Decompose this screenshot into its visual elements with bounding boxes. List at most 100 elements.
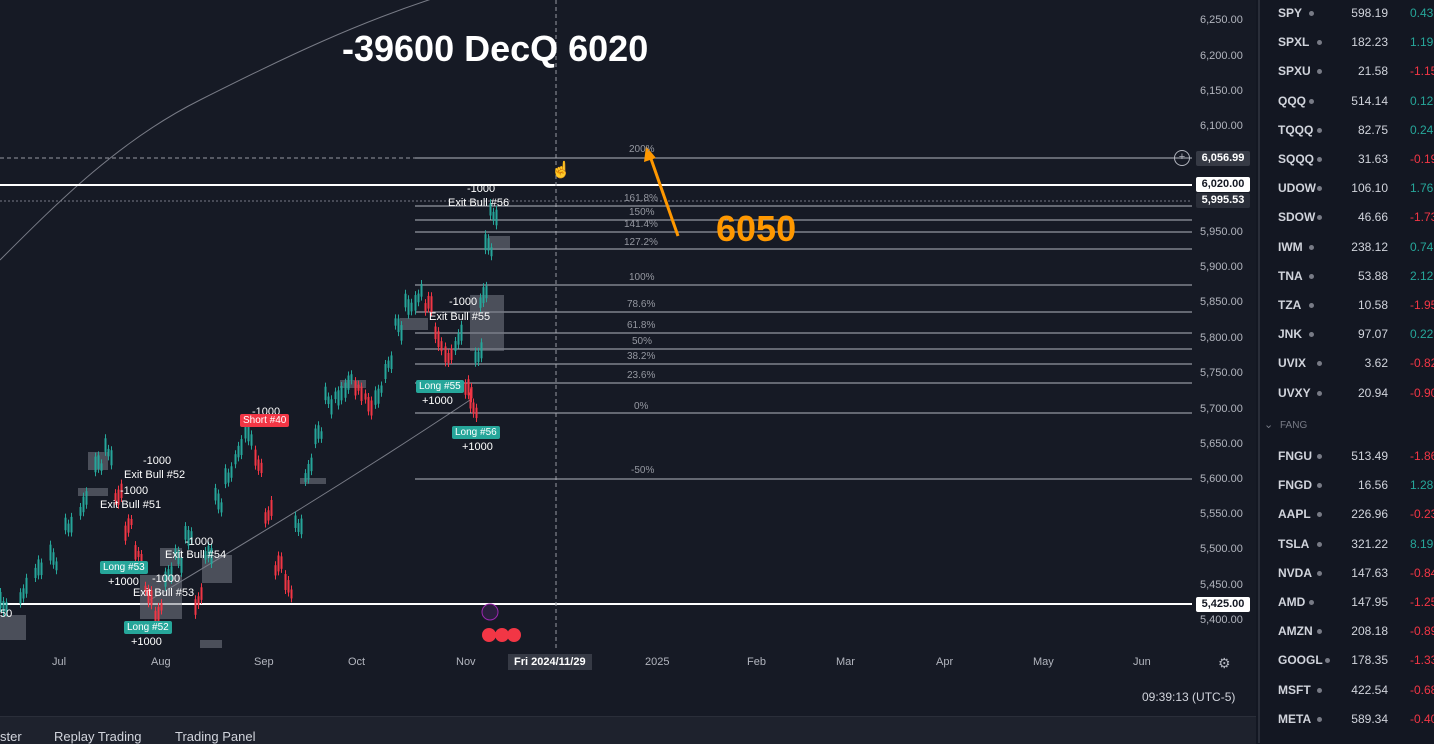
price-chart-canvas[interactable] [0,0,1256,716]
candle-body [34,567,37,579]
candle-body [234,454,237,465]
watchlist-row[interactable]: FNGD 16.56 1.28 [1260,472,1434,501]
event-icon [481,603,499,621]
candle-body [190,531,193,540]
watchlist-row[interactable]: TNA 53.88 2.12 [1260,263,1434,292]
watchlist-symbol: META [1278,711,1312,726]
watchlist-row[interactable]: AMD 147.95 -1.25 [1260,589,1434,618]
watchlist-symbol: JNK [1278,327,1303,342]
status-dot-icon [1316,69,1322,75]
candle-body [207,545,210,559]
watchlist-price: 97.07 [1357,327,1388,342]
watchlist-change: -0.23 [1410,507,1434,522]
trade-qty-label: -1000 [152,573,181,585]
watchlist-section-label[interactable]: FANG [1280,420,1308,431]
watchlist-symbol: UVXY [1278,385,1311,400]
status-dot-icon [1316,541,1322,547]
candle-body [124,525,127,541]
watchlist-row[interactable]: TSLA 321.22 8.19 [1260,531,1434,560]
watchlist-change: 0.74 [1410,239,1434,254]
candle-body [180,557,183,573]
chevron-down-icon[interactable]: ⌄ [1264,419,1274,431]
trade-qty-label: -1000 [185,536,214,548]
watchlist-row[interactable]: TZA 10.58 -1.95 [1260,292,1434,321]
candle-body [277,555,280,572]
y-axis-label: 5,700.00 [1200,403,1243,415]
candle-body [82,496,85,513]
status-dot-icon [1308,303,1314,308]
candle-body [477,351,480,363]
candle-body [104,438,107,452]
tab-trading-panel[interactable]: Trading Panel [175,729,256,744]
chart-area[interactable]: -39600 DecQ 6020 6050 ☝ 200% 161.8% 150%… [0,0,1256,716]
x-axis-label: Sep [254,656,274,668]
x-axis-label: Nov [456,656,476,668]
current-price-tag: 5,995.53 [1196,193,1250,208]
watchlist-row[interactable]: SPXU 21.58 -1.15 [1260,58,1434,87]
candle-body [160,603,163,611]
tab-replay-trading[interactable]: Replay Trading [54,729,142,744]
watchlist-row[interactable]: TQQQ 82.75 0.24 [1260,117,1434,146]
watchlist-row[interactable]: SDOW 46.66 -1.73 [1260,204,1434,233]
watchlist-price: 513.49 [1351,449,1388,463]
candle-body [447,352,450,363]
watchlist-row[interactable]: META 589.34 -0.40 [1260,706,1434,735]
watchlist-row[interactable]: JNK 97.07 0.22 [1260,321,1434,350]
candle-body [52,552,55,565]
y-axis-label: 6,250.00 [1200,14,1243,26]
watchlist-symbol: SQQQ [1278,152,1315,166]
watchlist-row[interactable]: SPXL 182.23 1.19 [1260,29,1434,58]
gear-icon[interactable]: ⚙ [1218,655,1231,671]
watchlist-row[interactable]: AAPL 226.96 -0.23 [1260,501,1434,530]
candle-body [387,360,390,368]
candle-body [374,390,377,405]
watchlist-change: -0.40 [1410,711,1434,726]
candle-body [0,592,2,608]
candle-body [94,456,97,473]
watchlist-symbol: SPY [1278,6,1303,20]
watchlist-row[interactable]: UVXY 20.94 -0.90 [1260,380,1434,409]
watchlist-row[interactable]: NVDA 147.63 -0.84 [1260,560,1434,589]
watchlist-row[interactable]: QQQ 514.14 0.12 [1260,88,1434,117]
watchlist-symbol: FNGD [1278,478,1312,493]
status-dot-icon [1316,570,1322,576]
watchlist-price: 10.58 [1357,298,1388,312]
candle-body [495,209,498,226]
y-axis-label: 5,900.00 [1200,261,1243,273]
candle-body [157,606,160,622]
candle-body [67,523,70,533]
candle-body [324,386,327,401]
fib-label: 100% [629,272,655,283]
watchlist-row[interactable]: UVIX 3.62 -0.82 [1260,350,1434,379]
candle-body [487,238,490,251]
watchlist-price: 147.95 [1351,595,1388,609]
watchlist-price: 46.66 [1357,210,1388,225]
candle-body [237,445,240,458]
watchlist-symbol: MSFT [1278,682,1311,697]
y-axis-label: 5,850.00 [1200,296,1243,308]
watchlist-row[interactable]: MSFT 422.54 -0.68 [1260,677,1434,706]
watchlist-row[interactable]: AMZN 208.18 -0.89 [1260,618,1434,647]
candle-body [424,303,427,312]
watchlist-row[interactable]: UDOW 106.10 1.76 [1260,175,1434,204]
watchlist-symbol: QQQ [1278,93,1307,108]
watchlist-row[interactable]: SQQQ 31.63 -0.19 [1260,146,1434,175]
fib-label: 141.4% [624,219,658,230]
candle-body [174,548,177,556]
watchlist-symbol: UDOW [1278,181,1316,196]
watchlist-row[interactable]: SPY 598.19 0.43 [1260,0,1434,29]
y-axis-label: 6,200.00 [1200,50,1243,62]
status-dot-icon [1316,687,1322,693]
flag-icon [482,628,496,642]
trade-label: Exit Bull #51 [100,499,162,511]
watchlist-row[interactable]: GOOGL 178.35 -1.33 [1260,647,1434,676]
add-level-icon[interactable]: + [1174,150,1190,166]
candle-body [297,523,300,532]
watchlist-row[interactable]: IWM 238.12 0.74 [1260,234,1434,263]
orange-arrow [648,155,680,237]
candle-body [217,493,220,510]
watchlist-row[interactable]: FNGU 513.49 -1.86 [1260,443,1434,472]
candle-body [490,247,493,257]
candle-body [110,450,113,466]
tab-strategy-tester[interactable]: ster [0,729,22,744]
